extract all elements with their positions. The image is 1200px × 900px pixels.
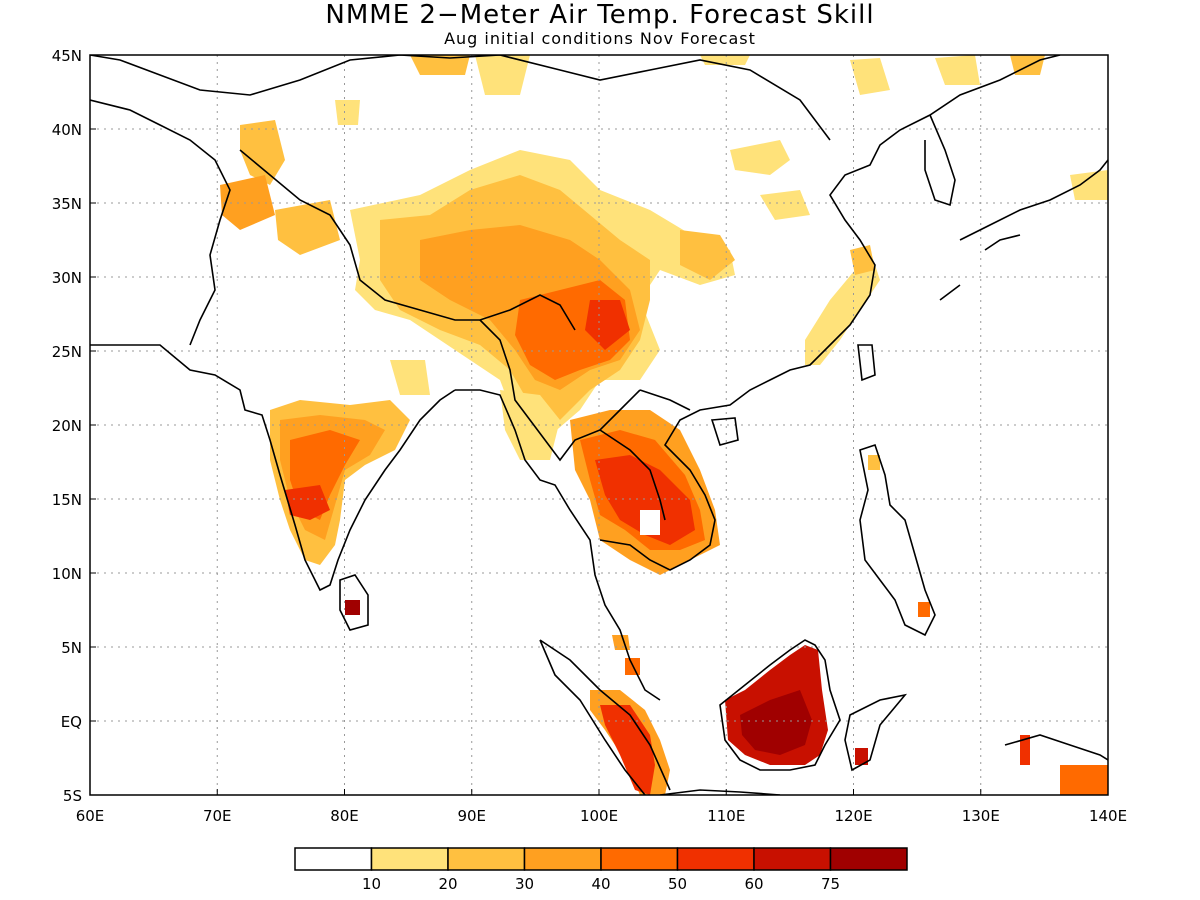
skill-field — [220, 55, 1108, 795]
coastline-india — [90, 344, 456, 592]
colorbar — [294, 847, 908, 871]
skill-blob-2 — [760, 190, 810, 220]
lon-tick-label: 120E — [834, 807, 872, 825]
map-title: NMME 2−Meter Air Temp. Forecast Skill — [325, 0, 875, 30]
lat-tick-label: 40N — [52, 121, 82, 139]
skill-area-srilanka — [345, 600, 360, 615]
lat-tick-label: 5S — [63, 787, 82, 805]
coastline-taiwan — [857, 344, 876, 382]
lon-tick-label: 110E — [707, 807, 745, 825]
lat-tick-label: EQ — [61, 713, 82, 731]
skill-area-newguinea-b — [1060, 765, 1108, 795]
coastline-gulf-thailand — [599, 55, 1061, 571]
lat-tick-label: 5N — [61, 639, 82, 657]
border-china-north — [90, 55, 831, 141]
colorbar-swatch — [753, 847, 832, 871]
colorbar-label: 75 — [821, 875, 840, 893]
skill-area-malaya — [612, 635, 630, 650]
skill-blob-6 — [410, 55, 470, 75]
skill-area-thailand-hole — [640, 510, 660, 535]
lat-tick-label: 30N — [52, 269, 82, 287]
skill-area-punjab — [275, 200, 340, 255]
coastline-philippines — [859, 443, 936, 637]
skill-area-newguinea-a — [1020, 735, 1030, 765]
lon-tick-label: 90E — [457, 807, 486, 825]
skill-blob-9 — [935, 55, 980, 85]
lat-tick-label: 45N — [52, 47, 82, 65]
skill-area-luzon — [868, 455, 880, 470]
colorbar-swatch — [294, 847, 373, 871]
border-indochina — [599, 389, 691, 521]
coastline-japan — [939, 159, 1108, 301]
skill-area-mindanao — [918, 602, 930, 617]
colorbar-label: 60 — [744, 875, 763, 893]
coastline-java — [659, 789, 781, 795]
skill-blob-11 — [700, 55, 750, 65]
colorbar-labels: 10 20 30 40 50 60 75 — [362, 875, 840, 893]
map-subtitle: Aug initial conditions Nov Forecast — [444, 29, 756, 48]
coastline-srilanka — [339, 574, 369, 631]
colorbar-label: 20 — [438, 875, 457, 893]
colorbar-swatch — [370, 847, 449, 871]
lat-tick-label: 15N — [52, 491, 82, 509]
skill-blob-7 — [475, 55, 530, 95]
coastline-sumatra — [539, 639, 671, 795]
colorbar-swatch — [676, 847, 755, 871]
coastlines — [90, 55, 1108, 795]
colorbar-label: 10 — [362, 875, 381, 893]
colorbar-label: 50 — [668, 875, 687, 893]
lon-tick-labels: 60E 70E 80E 90E 100E 110E 120E 130E 140E — [76, 789, 1127, 825]
lon-tick-label: 80E — [330, 807, 359, 825]
skill-area-india-60 — [285, 485, 330, 520]
lon-tick-label: 130E — [962, 807, 1000, 825]
skill-area-sichuan-50 — [585, 300, 630, 350]
lat-tick-label: 35N — [52, 195, 82, 213]
coastline-sulawesi — [844, 693, 908, 772]
skill-area-bangladesh — [390, 360, 430, 395]
skill-blob-4 — [805, 250, 880, 365]
lat-tick-label: 10N — [52, 565, 82, 583]
colorbar-swatch — [523, 847, 602, 871]
border-pakistan — [90, 99, 231, 346]
skill-area-kashmir-2 — [220, 175, 275, 230]
lat-tick-label: 20N — [52, 417, 82, 435]
skill-area-myanmar — [500, 390, 560, 460]
coastline-newguinea — [1004, 734, 1108, 761]
colorbar-label: 30 — [515, 875, 534, 893]
border-myanmar — [479, 319, 641, 462]
coastline-bay-bengal-east — [455, 389, 661, 701]
skill-blob-1 — [730, 140, 790, 175]
skill-area-indochina-60 — [595, 455, 695, 545]
coastline-korea — [924, 114, 956, 207]
skill-blob-13 — [1070, 170, 1108, 200]
lon-tick-label: 140E — [1089, 807, 1127, 825]
lat-tick-label: 25N — [52, 343, 82, 361]
lat-tick-labels: 5S EQ 5N 10N 15N 20N 25N 30N 35N 40N 45N — [52, 47, 96, 805]
skill-area-sulawesi — [855, 748, 868, 765]
gridlines — [90, 55, 1108, 795]
skill-area-borneo-75 — [740, 690, 812, 755]
skill-blob-3 — [680, 230, 735, 280]
colorbar-swatch — [600, 847, 679, 871]
colorbar-swatch — [447, 847, 526, 871]
skill-area-kashmir — [240, 120, 285, 185]
border-himalaya — [239, 149, 576, 331]
lon-tick-label: 70E — [203, 807, 232, 825]
skill-blob-8 — [850, 58, 890, 95]
lon-tick-label: 100E — [580, 807, 618, 825]
skill-area-sumatra-50 — [600, 705, 655, 795]
colorbar-label: 40 — [591, 875, 610, 893]
coastline-borneo — [719, 639, 841, 771]
colorbar-swatch — [829, 847, 908, 871]
lon-tick-label: 60E — [76, 807, 105, 825]
skill-blob-5 — [850, 245, 875, 275]
coastline-hainan — [710, 417, 739, 446]
skill-blob-12 — [335, 100, 360, 125]
